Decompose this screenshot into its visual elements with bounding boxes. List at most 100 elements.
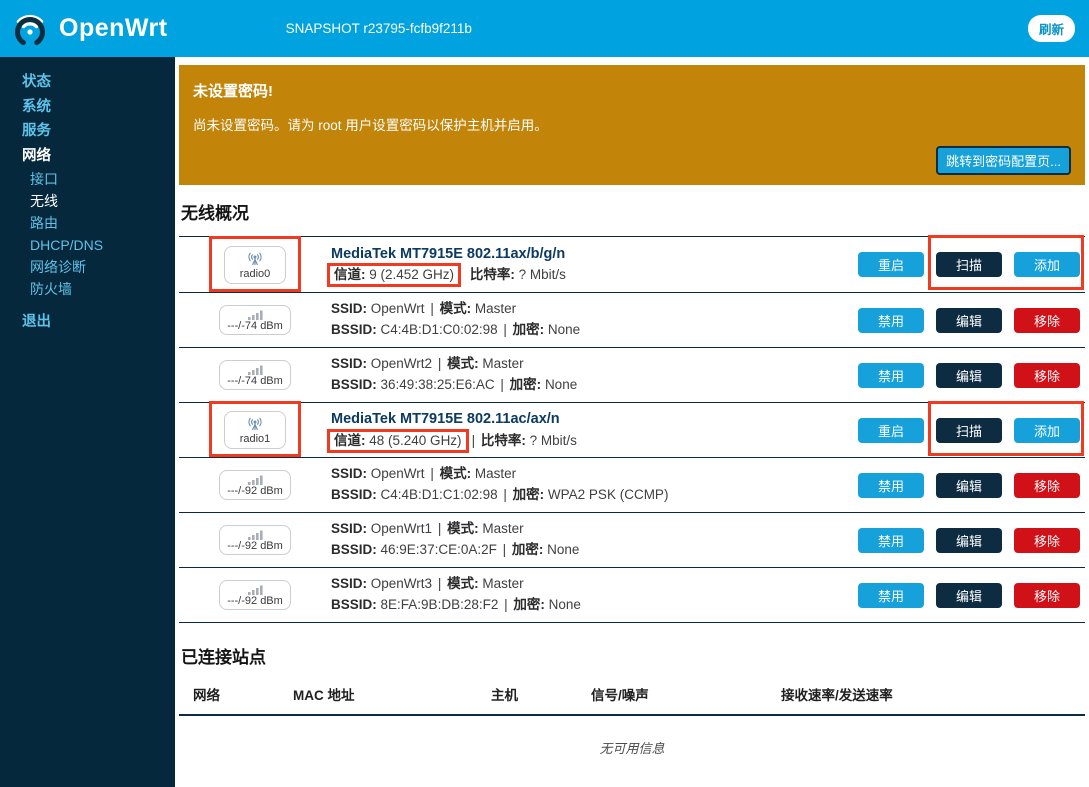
sidebar-item-interfaces[interactable]: 接口 <box>30 171 58 187</box>
table-row-radio1: radio1 MediaTek MT7915E 802.11ac/ax/n 信道… <box>179 400 1085 457</box>
sidebar-item-services[interactable]: 服务 <box>22 123 51 139</box>
signal-value: ---/-92 dBm <box>227 485 283 497</box>
sidebar-item-firewall[interactable]: 防火墙 <box>30 281 72 297</box>
ssid-value: OpenWrt <box>370 466 425 482</box>
signal-bars-icon <box>247 365 263 375</box>
ssid-value: OpenWrt2 <box>370 356 433 372</box>
ssid-line: SSID: OpenWrt3 | 模式: Master <box>331 576 524 592</box>
antenna-icon <box>248 252 262 265</box>
bssid-value: 8E:FA:9B:DB:28:F2 <box>380 597 499 612</box>
ssid-value: OpenWrt1 <box>370 521 433 537</box>
bssid-line: BSSID: 46:9E:37:CE:0A:2F | 加密: None <box>331 542 580 557</box>
signal-bars-icon <box>247 475 263 485</box>
sidebar-item-system[interactable]: 系统 <box>22 98 51 115</box>
table-row-radio0: radio0 MediaTek MT7915E 802.11ax/b/g/n 信… <box>179 235 1085 292</box>
sidebar-item-network[interactable]: 网络 <box>22 147 51 164</box>
refresh-button[interactable]: 刷新 <box>1027 15 1075 42</box>
column-signal-noise: 信号/噪声 <box>591 688 649 703</box>
stations-table-header: 网络 MAC 地址 主机 信号/噪声 接收速率/发送速率 <box>179 680 1085 716</box>
bssid-line: BSSID: 36:49:38:25:E6:AC | 加密: None <box>331 377 578 392</box>
add-button[interactable]: 添加 <box>1014 417 1080 443</box>
bssid-value: 46:9E:37:CE:0A:2F <box>380 542 497 557</box>
remove-button[interactable]: 移除 <box>1014 582 1080 608</box>
mode-value: Master <box>482 576 524 592</box>
radio-title: MediaTek MT7915E 802.11ax/b/g/n <box>331 245 566 262</box>
signal-strength-box: ---/-92 dBm <box>219 580 291 610</box>
password-warning-banner: 未设置密码! 尚未设置密码。请为 root 用户设置密码以保护主机并启用。 跳转… <box>179 65 1085 185</box>
stations-title: 已连接站点 <box>181 648 266 667</box>
column-host: 主机 <box>491 688 518 703</box>
radio1-device-box: radio1 <box>224 411 286 449</box>
sidebar-item-wireless[interactable]: 无线 <box>30 193 58 209</box>
top-bar: OpenWrt SNAPSHOT r23795-fcfb9f211b 刷新 <box>0 0 1089 57</box>
signal-strength-box: ---/-74 dBm <box>219 305 291 335</box>
main-content: 未设置密码! 尚未设置密码。请为 root 用户设置密码以保护主机并启用。 跳转… <box>175 57 1089 787</box>
openwrt-logo-icon <box>15 14 45 47</box>
wireless-overview-table: radio0 MediaTek MT7915E 802.11ax/b/g/n 信… <box>179 235 1085 623</box>
scan-button[interactable]: 扫描 <box>936 417 1002 443</box>
table-row-ssid: ---/-74 dBm SSID: OpenWrt | 模式: Master B… <box>179 292 1085 347</box>
signal-strength-box: ---/-92 dBm <box>219 470 291 500</box>
bssid-line: BSSID: 8E:FA:9B:DB:28:F2 | 加密: None <box>331 597 581 612</box>
ssid-line: SSID: OpenWrt | 模式: Master <box>331 301 517 317</box>
go-to-password-config-button[interactable]: 跳转到密码配置页... <box>936 146 1071 175</box>
warning-message: 尚未设置密码。请为 root 用户设置密码以保护主机并启用。 <box>193 118 548 133</box>
disable-button[interactable]: 禁用 <box>858 527 924 553</box>
wireless-overview-title: 无线概况 <box>181 204 249 223</box>
encryption-value: None <box>544 377 578 392</box>
sidebar-item-logout[interactable]: 退出 <box>22 314 51 330</box>
signal-bars-icon <box>247 585 263 595</box>
disable-button[interactable]: 禁用 <box>858 362 924 388</box>
disable-button[interactable]: 禁用 <box>858 307 924 333</box>
warning-title: 未设置密码! <box>193 83 273 100</box>
remove-button[interactable]: 移除 <box>1014 362 1080 388</box>
mode-value: Master <box>482 356 524 372</box>
channel-value: 48 (5.240 GHz) <box>369 432 462 448</box>
remove-button[interactable]: 移除 <box>1014 472 1080 498</box>
sidebar-nav: 状态 系统 服务 网络 接口 无线 路由 DHCP/DNS 网络诊断 防火墙 退… <box>0 57 175 787</box>
bssid-value: 36:49:38:25:E6:AC <box>380 377 495 392</box>
encryption-value: None <box>547 322 581 337</box>
encryption-value: None <box>547 542 580 557</box>
ssid-value: OpenWrt <box>370 301 425 317</box>
disable-button[interactable]: 禁用 <box>858 582 924 608</box>
remove-button[interactable]: 移除 <box>1014 527 1080 553</box>
remove-button[interactable]: 移除 <box>1014 307 1080 333</box>
signal-value: ---/-74 dBm <box>227 375 283 387</box>
edit-button[interactable]: 编辑 <box>936 362 1002 388</box>
restart-button[interactable]: 重启 <box>858 252 924 277</box>
signal-bars-icon <box>247 530 263 540</box>
signal-strength-box: ---/-74 dBm <box>219 360 291 390</box>
brand-title: OpenWrt <box>59 14 168 42</box>
signal-value: ---/-74 dBm <box>227 320 283 332</box>
sidebar-item-routes[interactable]: 路由 <box>30 215 58 231</box>
ssid-line: SSID: OpenWrt1 | 模式: Master <box>331 521 524 537</box>
edit-button[interactable]: 编辑 <box>936 582 1002 608</box>
mode-value: Master <box>474 466 517 482</box>
sidebar-item-dhcp-dns[interactable]: DHCP/DNS <box>30 237 104 253</box>
encryption-value: None <box>548 597 581 612</box>
add-button[interactable]: 添加 <box>1014 252 1080 277</box>
signal-value: ---/-92 dBm <box>227 595 283 607</box>
disable-button[interactable]: 禁用 <box>858 472 924 498</box>
column-rx-tx-rate: 接收速率/发送速率 <box>781 688 893 703</box>
ssid-line: SSID: OpenWrt | 模式: Master <box>331 466 517 482</box>
device-name: radio1 <box>239 433 271 445</box>
radio0-device-box: radio0 <box>224 245 286 284</box>
sidebar-item-status[interactable]: 状态 <box>22 74 51 90</box>
sidebar-item-diagnostics[interactable]: 网络诊断 <box>30 259 86 275</box>
signal-value: ---/-92 dBm <box>227 540 283 552</box>
table-row-ssid: ---/-92 dBm SSID: OpenWrt | 模式: Master B… <box>179 457 1085 512</box>
encryption-value: WPA2 PSK (CCMP) <box>547 487 669 502</box>
bssid-value: C4:4B:D1:C0:02:98 <box>380 322 498 337</box>
channel-value: 9 (2.452 GHz) <box>369 267 455 283</box>
edit-button[interactable]: 编辑 <box>936 527 1002 553</box>
edit-button[interactable]: 编辑 <box>936 472 1002 498</box>
annotation-box-channel-radio1: 信道: 48 (5.240 GHz) <box>327 428 469 453</box>
restart-button[interactable]: 重启 <box>858 417 924 443</box>
scan-button[interactable]: 扫描 <box>936 252 1002 277</box>
bssid-line: BSSID: C4:4B:D1:C1:02:98 | 加密: WPA2 PSK … <box>331 487 669 502</box>
edit-button[interactable]: 编辑 <box>936 307 1002 333</box>
column-network: 网络 <box>193 688 220 703</box>
